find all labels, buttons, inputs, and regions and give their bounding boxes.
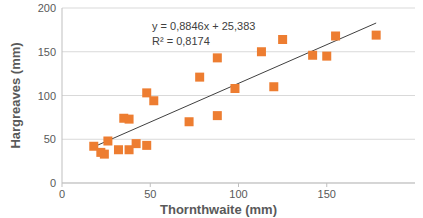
point: [114, 145, 123, 154]
point: [213, 111, 222, 120]
trendline-equation: y = 0,8846x + 25,383: [152, 20, 255, 32]
point: [103, 137, 112, 146]
point: [331, 32, 340, 41]
point: [142, 141, 151, 150]
grid-line: [62, 8, 415, 9]
y-axis-title: Hargreaves (mm): [8, 42, 23, 148]
point: [372, 31, 381, 40]
x-tick: [326, 183, 327, 187]
chart: 0 50 100 150 200 0 50 100 150 y = 0,8846x + 25,38…: [0, 0, 423, 218]
point: [308, 51, 317, 60]
grid-line: [62, 51, 415, 52]
y-tick-label: 150: [38, 46, 56, 58]
x-tick-label: 50: [144, 188, 156, 200]
y-tick-label: 50: [44, 133, 56, 145]
grid-line: [62, 139, 415, 140]
x-tick-label: 100: [229, 188, 247, 200]
y-tick-label: 0: [50, 177, 56, 189]
x-tick: [238, 183, 239, 187]
x-tick-label: 150: [318, 188, 336, 200]
point: [132, 139, 141, 148]
y-tick-label: 100: [38, 90, 56, 102]
point: [269, 82, 278, 91]
point: [322, 52, 331, 61]
plot-area: [89, 23, 380, 159]
point: [213, 53, 222, 62]
point: [185, 117, 194, 126]
trendline-r2: R² = 0,8174: [152, 35, 210, 47]
y-axis: [62, 8, 63, 183]
point: [100, 150, 109, 159]
x-tick: [62, 183, 63, 187]
grid-line: [62, 95, 415, 96]
trendline: [94, 23, 376, 147]
point: [149, 96, 158, 105]
point: [257, 47, 266, 56]
point: [125, 115, 134, 124]
point: [230, 84, 239, 93]
y-tick-label: 200: [38, 2, 56, 14]
x-axis-title: Thornthwaite (mm): [160, 202, 277, 217]
point: [142, 88, 151, 97]
point: [195, 73, 204, 82]
point: [278, 35, 287, 44]
x-tick-label: 0: [59, 188, 65, 200]
x-tick: [150, 183, 151, 187]
